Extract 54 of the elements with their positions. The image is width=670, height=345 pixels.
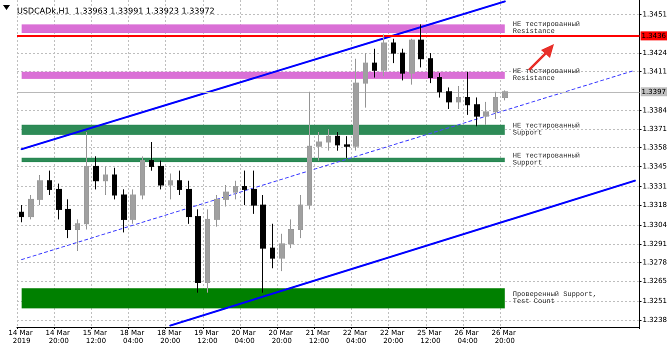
candlestick [233,180,238,200]
candlestick [186,180,192,224]
candlestick [19,204,24,223]
candlestick [279,233,285,272]
candlestick [400,48,405,81]
candlestick [84,131,89,230]
candlestick [307,91,312,210]
candlestick [428,52,433,84]
candlestick [316,131,322,162]
candlestick [456,86,461,110]
candlestick [372,48,377,78]
candlestick [93,156,99,190]
candlestick [149,141,154,172]
text: USDCADk,H1 1.33963 1.33991 1.33923 1.33972 [17,6,215,16]
candlestick [483,101,489,126]
candlestick [195,208,201,294]
candlestick [130,188,136,224]
candlestick [381,34,387,77]
candlestick [502,90,508,101]
candlestick [344,136,350,158]
candlestick [288,218,294,249]
candlestick [493,91,498,120]
candlestick [409,38,415,86]
candlestick [326,128,331,152]
candlestick [391,38,396,64]
candlestick [223,184,229,208]
candlestick [270,223,275,269]
candlestick [121,188,127,233]
candlestick [56,183,62,220]
candlestick [363,52,368,108]
candlestick [177,170,182,196]
candlestick [298,194,303,239]
candlestick [446,86,452,110]
candlestick [28,194,34,220]
candlestick [465,71,470,116]
candlestick [260,194,266,294]
candlestick [37,174,43,206]
candlestick [65,198,71,239]
candlestick [437,72,442,98]
candlestick [353,58,359,152]
candlestick [242,170,247,206]
candlestick [205,208,210,294]
candlestick [474,97,480,127]
candlestick [140,156,145,200]
candlestick [112,167,117,200]
candlestick [214,194,220,228]
candlestick [75,218,80,252]
candlestick [418,24,424,68]
candlestick [168,173,173,200]
candlestick [103,166,108,196]
candlestick [335,131,340,152]
candlestick [47,170,52,196]
candlestick [158,160,164,190]
candlestick [251,170,257,214]
